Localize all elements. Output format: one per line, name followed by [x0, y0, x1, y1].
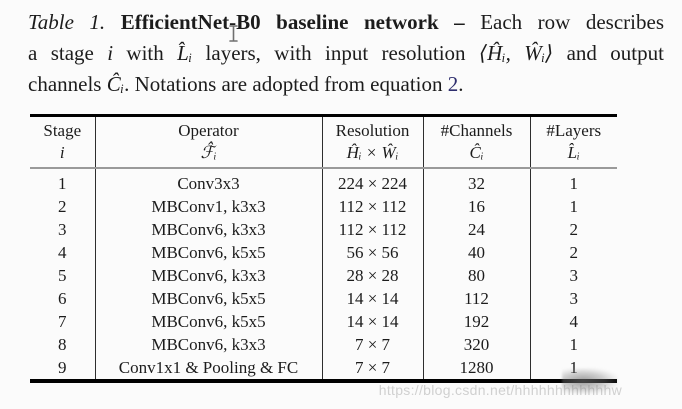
- col-symbol: L̂ᵢ: [567, 143, 580, 162]
- table-row: 8 MBConv6, k3x3 7 × 7 320 1: [30, 333, 617, 356]
- caption-title: EfficientNet-B0 baseline network –: [120, 10, 481, 34]
- table-cell: 28 × 28: [321, 264, 423, 287]
- col-label: #Channels: [440, 121, 513, 140]
- table-cell: 9: [58, 358, 67, 377]
- caption-text: a stage: [28, 41, 108, 65]
- col-label: Resolution: [335, 121, 410, 140]
- col-symbol: i: [59, 143, 65, 162]
- table-cell: MBConv1, k3x3: [94, 195, 322, 218]
- table-row: 7 MBConv6, k5x5 14 × 14 192 4: [30, 310, 617, 333]
- col-symbol: Ĥᵢ × Ŵᵢ: [346, 143, 399, 162]
- table-cell: MBConv6, k5x5: [94, 310, 322, 333]
- table-caption: Table 1. EfficientNet-B0 baseline networ…: [28, 7, 664, 100]
- csdn-watermark: https://blog.csdn.net/hhhhhhhhhhhhw: [378, 382, 622, 398]
- table-cell: 6: [58, 289, 67, 308]
- table-cell: 1: [529, 195, 617, 218]
- table-cell: 14 × 14: [321, 287, 423, 310]
- table-cell: 1: [58, 174, 67, 193]
- table-cell: 24: [422, 218, 530, 241]
- table-row: 6 MBConv6, k5x5 14 × 14 112 3: [30, 287, 617, 310]
- table-cell: Conv1x1 & Pooling & FC: [94, 356, 322, 381]
- col-header-operator: Operator ℱ̂ᵢ: [94, 115, 322, 169]
- table-cell: 2: [529, 218, 617, 241]
- table-cell: 1280: [422, 356, 530, 381]
- col-header-stage: Stage i: [30, 115, 95, 169]
- table-cell: 192: [422, 310, 530, 333]
- caption-math: L̂ᵢ: [177, 41, 193, 65]
- caption-math: i: [107, 41, 114, 65]
- efficientnet-b0-table: Stage i Operator ℱ̂ᵢ Resolution Ĥᵢ × Ŵᵢ …: [30, 114, 617, 383]
- col-symbol: ℱ̂ᵢ: [200, 143, 217, 162]
- table-row: 2 MBConv1, k3x3 112 × 112 16 1: [30, 195, 617, 218]
- table-cell: 4: [58, 243, 67, 262]
- table-cell: 14 × 14: [321, 310, 423, 333]
- table-cell: 16: [422, 195, 530, 218]
- caption-table-number: Table 1.: [28, 10, 121, 34]
- col-header-channels: #Channels Ĉᵢ: [422, 115, 530, 169]
- table-cell: 224 × 224: [321, 168, 423, 195]
- table-cell: 2: [529, 241, 617, 264]
- header-row: Stage i Operator ℱ̂ᵢ Resolution Ĥᵢ × Ŵᵢ …: [30, 115, 617, 169]
- col-header-layers: #Layers L̂ᵢ: [529, 115, 617, 169]
- caption-text: layers, with input resolution: [192, 41, 479, 65]
- caption-line: Table 1. EfficientNet-B0 baseline networ…: [28, 7, 664, 38]
- col-label: Stage: [43, 121, 82, 140]
- table-cell: 7: [58, 312, 67, 331]
- caption-line: channels Ĉᵢ. Notations are adopted from …: [28, 69, 664, 100]
- table-cell: 8: [58, 335, 67, 354]
- table-cell: 320: [422, 333, 530, 356]
- col-header-resolution: Resolution Ĥᵢ × Ŵᵢ: [321, 115, 423, 169]
- col-symbol: Ĉᵢ: [469, 143, 484, 162]
- table-cell: 1: [529, 333, 617, 356]
- table-cell: 80: [422, 264, 530, 287]
- equation-ref-link[interactable]: 2: [447, 72, 459, 96]
- caption-math: Ĉᵢ: [106, 72, 125, 96]
- caption-text: and output: [553, 41, 664, 65]
- table-cell: 7 × 7: [321, 333, 423, 356]
- table-cell: 5: [58, 266, 67, 285]
- table-cell: MBConv6, k3x3: [94, 218, 322, 241]
- table-cell: 56 × 56: [321, 241, 423, 264]
- table-cell: 3: [529, 287, 617, 310]
- table-row: 5 MBConv6, k3x3 28 × 28 80 3: [30, 264, 617, 287]
- caption-math: ⟨Ĥᵢ, Ŵᵢ⟩: [478, 41, 554, 65]
- table-cell: MBConv6, k5x5: [94, 241, 322, 264]
- table-cell: 40: [422, 241, 530, 264]
- table-cell: MBConv6, k3x3: [94, 333, 322, 356]
- table-cell: MBConv6, k5x5: [94, 287, 322, 310]
- table-cell: 112 × 112: [321, 195, 423, 218]
- table-cell: 4: [529, 310, 617, 333]
- table-cell: 112: [422, 287, 530, 310]
- table-cell: 7 × 7: [321, 356, 423, 381]
- table-cell: 3: [529, 264, 617, 287]
- caption-text: with: [113, 41, 178, 65]
- caption-text: channels: [28, 72, 107, 96]
- table-row: 1 Conv3x3 224 × 224 32 1: [30, 168, 617, 195]
- caption-line: a stage i with L̂ᵢ layers, with input re…: [28, 38, 664, 69]
- table-cell: Conv3x3: [94, 168, 322, 195]
- col-label: #Layers: [546, 121, 602, 140]
- table-row: 3 MBConv6, k3x3 112 × 112 24 2: [30, 218, 617, 241]
- table-body: 1 Conv3x3 224 × 224 32 1 2 MBConv1, k3x3 112 × …: [30, 168, 617, 381]
- table-cell: 32: [422, 168, 530, 195]
- table-row: 4 MBConv6, k5x5 56 × 56 40 2: [30, 241, 617, 264]
- table-cell: 112 × 112: [321, 218, 423, 241]
- table-cell: MBConv6, k3x3: [94, 264, 322, 287]
- caption-text: .: [458, 72, 464, 96]
- caption-text: Each row describes: [480, 10, 664, 34]
- table-cell: 2: [58, 197, 67, 216]
- table-cell: 1: [529, 168, 617, 195]
- table-header: Stage i Operator ℱ̂ᵢ Resolution Ĥᵢ × Ŵᵢ …: [30, 115, 617, 169]
- text-cursor-icon: [229, 25, 238, 42]
- smudge-blob: [562, 368, 618, 394]
- col-label: Operator: [178, 121, 239, 140]
- caption-text: . Notations are adopted from equation: [124, 72, 448, 96]
- table-cell: 3: [58, 220, 67, 239]
